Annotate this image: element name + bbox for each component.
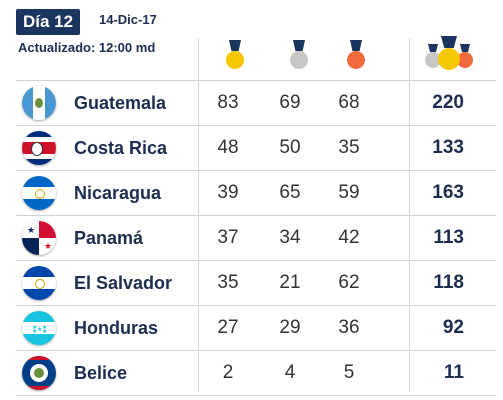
country-name: Nicaragua (74, 183, 162, 203)
table-row: ★ ★ ★ ★ ★ Honduras 27 29 36 92 (16, 305, 496, 350)
total-count: 92 (442, 317, 464, 338)
silver-count: 21 (279, 272, 301, 293)
gold-count: 37 (217, 227, 239, 248)
day-badge: Día 12 (16, 9, 81, 35)
bronze-count: 35 (338, 137, 360, 158)
table-row: Nicaragua 39 65 59 163 (16, 170, 496, 215)
silver-count: 29 (279, 317, 301, 338)
gold-count: 39 (217, 182, 239, 203)
silver-count: 50 (279, 137, 301, 158)
bronze-count: 36 (338, 317, 360, 338)
guatemala-flag-icon (22, 86, 56, 120)
table-row: Costa Rica 48 50 35 133 (16, 125, 496, 170)
total-count: 118 (433, 272, 464, 293)
country-name: Panamá (74, 228, 144, 248)
bronze-count: 62 (338, 272, 360, 293)
total-count: 133 (432, 137, 464, 158)
bronze-count: 59 (338, 182, 360, 203)
updated-label: Actualizado: 12:00 md (18, 40, 156, 55)
silver-medal-icon (288, 40, 310, 70)
country-name: Belice (74, 363, 128, 383)
bronze-medal-icon (345, 40, 367, 70)
silver-count: 34 (279, 227, 301, 248)
costa-rica-flag-icon (22, 131, 56, 165)
silver-count: 69 (279, 92, 301, 113)
gold-count: 83 (217, 92, 239, 113)
total-count: 163 (432, 182, 464, 203)
el-salvador-flag-icon (22, 266, 56, 300)
total-count: 113 (433, 227, 464, 248)
gold-count: 35 (217, 272, 239, 293)
country-name: Costa Rica (74, 138, 168, 158)
silver-count: 65 (279, 182, 301, 203)
gold-medal-icon (224, 40, 246, 70)
belize-flag-icon (22, 356, 56, 390)
total-count: 11 (443, 362, 464, 383)
panama-flag-icon: ★ ★ (22, 221, 56, 255)
total-medals-icon (424, 36, 474, 72)
honduras-flag-icon: ★ ★ ★ ★ ★ (22, 311, 56, 345)
date-label: 14-Dic-17 (99, 12, 157, 27)
country-name: Guatemala (74, 93, 167, 113)
bronze-count: 5 (343, 362, 355, 383)
table-row: Guatemala 83 69 68 220 (16, 80, 496, 125)
medal-table: Guatemala 83 69 68 220 Costa Rica 48 50 … (16, 80, 496, 396)
nicaragua-flag-icon (22, 176, 56, 210)
table-row: El Salvador 35 21 62 118 (16, 260, 496, 305)
gold-count: 2 (222, 362, 234, 383)
bronze-count: 68 (338, 92, 360, 113)
country-name: El Salvador (74, 273, 173, 293)
silver-count: 4 (284, 362, 296, 383)
country-name: Honduras (74, 318, 159, 338)
gold-count: 48 (217, 137, 239, 158)
table-row: ★ ★ Panamá 37 34 42 113 (16, 215, 496, 260)
total-count: 220 (432, 92, 464, 113)
bronze-count: 42 (338, 227, 360, 248)
gold-count: 27 (217, 317, 239, 338)
table-row: Belice 2 4 5 11 (16, 350, 496, 396)
